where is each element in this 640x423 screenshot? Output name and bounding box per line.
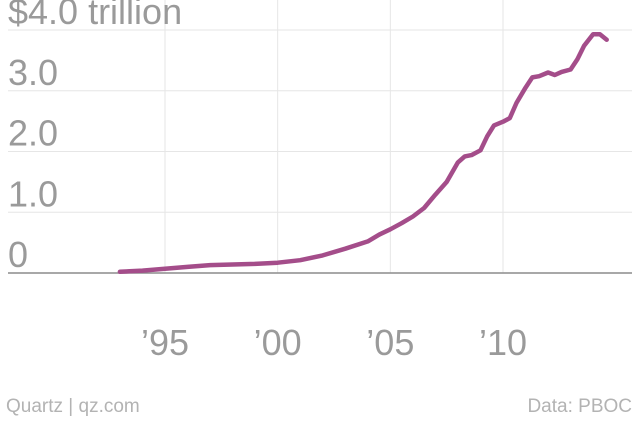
y-axis-ticks: 0 1.0 2.0 3.0 $4.0 trillion xyxy=(8,0,182,275)
y-tick-label-0: 0 xyxy=(8,234,28,275)
source-text: Data: PBOC xyxy=(527,396,632,417)
series-line-0 xyxy=(117,32,609,275)
x-tick-label-1: ’00 xyxy=(254,322,302,363)
credit-text: Quartz | qz.com xyxy=(6,396,140,417)
x-tick-label-2: ’05 xyxy=(366,322,414,363)
gridlines xyxy=(8,0,632,274)
y-tick-label-4: $4.0 trillion xyxy=(8,0,182,32)
x-tick-label-3: ’10 xyxy=(479,322,527,363)
y-tick-label-1: 1.0 xyxy=(8,173,58,214)
x-axis-ticks: ’95 ’00 ’05 ’10 xyxy=(141,322,527,363)
series-layer xyxy=(117,32,609,275)
x-tick-label-0: ’95 xyxy=(141,322,189,363)
y-tick-label-2: 2.0 xyxy=(8,113,58,154)
y-tick-label-3: 3.0 xyxy=(8,52,58,93)
